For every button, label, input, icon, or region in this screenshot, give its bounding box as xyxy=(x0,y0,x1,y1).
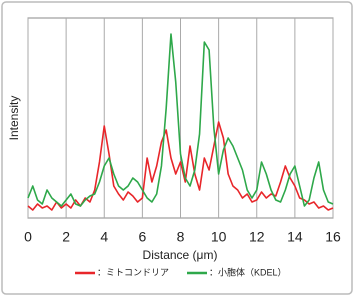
x-tick-label: 0 xyxy=(24,229,32,245)
legend-label: ：ミトコンドリア xyxy=(97,267,169,277)
x-tick-label: 14 xyxy=(287,229,303,245)
x-tick-label: 10 xyxy=(211,229,227,245)
x-tick-label: 4 xyxy=(100,229,108,245)
y-axis-title: Intensity xyxy=(7,96,21,141)
x-tick-label: 8 xyxy=(177,229,185,245)
series-line xyxy=(27,121,334,211)
series-line xyxy=(27,33,334,207)
x-tick-label: 6 xyxy=(138,229,146,245)
x-tick-label: 12 xyxy=(249,229,265,245)
legend-label: ：小胞体（KDEL） xyxy=(209,266,287,277)
x-axis-title: Distance (μm) xyxy=(143,248,218,262)
x-tick-label: 16 xyxy=(325,229,341,245)
x-tick-label: 2 xyxy=(62,229,70,245)
